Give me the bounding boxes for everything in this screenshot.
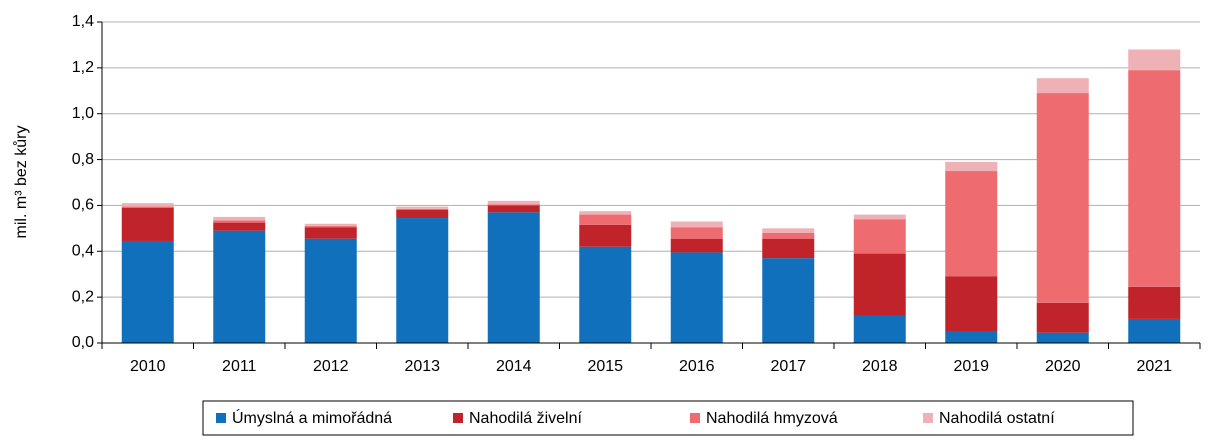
bar-segment — [396, 218, 449, 343]
bar-segment — [670, 252, 723, 343]
y-axis-label: mil. m³ bez kůry — [12, 126, 30, 239]
legend-swatch — [923, 413, 933, 423]
bar-segment — [945, 171, 998, 277]
y-tick-label: 0,2 — [72, 288, 94, 305]
x-tick-label: 2021 — [1136, 358, 1172, 375]
x-tick-label: 2020 — [1045, 358, 1081, 375]
bar-segment — [487, 212, 540, 343]
legend-label: Nahodilá živelní — [469, 410, 583, 427]
bar-segment — [579, 246, 632, 343]
bar-segment — [853, 253, 906, 316]
bar-segment — [1128, 70, 1181, 287]
bar-segment — [762, 228, 815, 233]
bar-segment — [579, 214, 632, 225]
bar-segment — [213, 222, 266, 231]
x-tick-label: 2019 — [953, 358, 989, 375]
bar-segment — [762, 258, 815, 343]
y-tick-label: 0,6 — [72, 197, 94, 214]
bar-segment — [1128, 318, 1181, 343]
bar-segment — [487, 205, 540, 213]
y-tick-label: 0,0 — [72, 334, 94, 351]
y-tick-label: 0,4 — [72, 243, 94, 260]
bar-segment — [670, 221, 723, 228]
y-tick-label: 1,0 — [72, 105, 94, 122]
bar-segment — [213, 230, 266, 343]
bar-segment — [396, 210, 449, 219]
bar-segment — [213, 216, 266, 221]
bar-segment — [762, 232, 815, 239]
legend-swatch — [216, 413, 226, 423]
x-tick-label: 2012 — [313, 358, 349, 375]
bar-segment — [213, 220, 266, 223]
y-tick-label: 1,2 — [72, 59, 94, 76]
x-tick-label: 2015 — [587, 358, 623, 375]
bar-segment — [670, 238, 723, 253]
bar-segment — [1128, 49, 1181, 71]
legend-label: Nahodilá hmyzová — [706, 410, 838, 427]
bar-segment — [121, 207, 174, 241]
y-tick-label: 1,4 — [72, 13, 94, 30]
bar-segment — [762, 238, 815, 259]
bar-segment — [853, 315, 906, 343]
bar-segment — [945, 276, 998, 332]
x-tick-label: 2017 — [770, 358, 806, 375]
bar-segment — [579, 224, 632, 247]
bar-segment — [853, 219, 906, 254]
y-tick-label: 0,8 — [72, 151, 94, 168]
bar-segment — [121, 206, 174, 208]
x-tick-label: 2018 — [862, 358, 898, 375]
bar-segment — [304, 238, 357, 343]
x-tick-label: 2013 — [404, 358, 440, 375]
bar-segment — [1036, 78, 1089, 94]
bar-segment — [670, 227, 723, 239]
x-tick-label: 2011 — [222, 358, 257, 375]
bar-segment — [396, 206, 449, 209]
bar-segment — [1036, 93, 1089, 303]
x-tick-label: 2014 — [496, 358, 532, 375]
bar-segment — [579, 211, 632, 215]
legend-swatch — [690, 413, 700, 423]
bar-segment — [121, 203, 174, 207]
bar-segment — [853, 214, 906, 220]
legend-swatch — [453, 413, 463, 423]
bar-segment — [1036, 302, 1089, 333]
bar-segment — [487, 204, 540, 206]
bar-segment — [304, 223, 357, 227]
bar-segment — [945, 331, 998, 343]
bar-segment — [304, 226, 357, 228]
bar-segment — [121, 240, 174, 343]
bar-segment — [487, 200, 540, 205]
x-tick-label: 2010 — [130, 358, 166, 375]
bar-segment — [304, 227, 357, 239]
legend-box — [202, 400, 1134, 436]
bar-segment — [396, 208, 449, 211]
bar-segment — [1128, 286, 1181, 319]
x-tick-label: 2016 — [679, 358, 715, 375]
bar-segment — [1036, 332, 1089, 343]
legend-label: Nahodilá ostatní — [939, 410, 1055, 427]
bar-segment — [945, 161, 998, 172]
legend-label: Úmyslná a mimořádná — [232, 408, 392, 427]
